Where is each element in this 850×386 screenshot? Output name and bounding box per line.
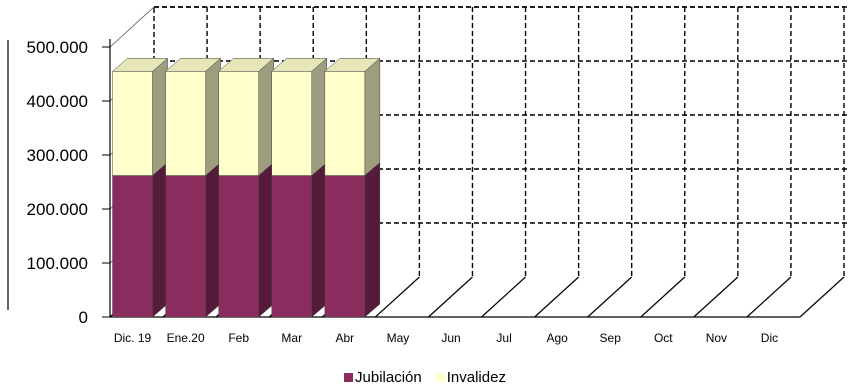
y-tick-label: 300.000 (27, 146, 88, 165)
x-tick-label: Jun (441, 331, 460, 345)
floor-depth-line (374, 276, 420, 318)
x-axis: Dic. 19 Ene.20 Feb Mar Abr May Jun Jul Ago Sep Oct… (114, 331, 778, 345)
bar-side-face (311, 161, 328, 318)
x-tick-label: Ago (546, 331, 568, 345)
y-tick-label: 500.000 (27, 38, 88, 57)
bar-segment-invalidez (218, 57, 275, 177)
bar-side-face (152, 57, 168, 177)
bar-front-face (324, 175, 366, 318)
bar-top-face (324, 58, 381, 72)
bar-top-face (164, 58, 222, 72)
bar-segment-jubilacion (271, 161, 328, 318)
x-tick-label: Abr (336, 331, 355, 345)
bar-segment-invalidez (111, 57, 169, 177)
bar-segment-invalidez (324, 57, 381, 177)
y-tick-label: 400.000 (27, 92, 88, 111)
floor-depth-line (799, 276, 845, 318)
y-tick-label: 100.000 (27, 254, 88, 273)
bar-side-face (364, 57, 381, 177)
floor-depth-line (534, 276, 580, 318)
bar-side-face (152, 161, 168, 318)
bars (111, 57, 381, 318)
bar-segment-invalidez (164, 57, 222, 177)
bar-segment-invalidez (271, 57, 328, 177)
floor-depth-line (428, 276, 473, 318)
bar-side-face (258, 57, 274, 177)
side-wall-depth-line (109, 6, 155, 48)
x-tick-label: Feb (228, 331, 249, 345)
y-axis: 0 100.000 200.000 300.000 400.000 500.000 (27, 38, 110, 327)
y-tick-label: 0 (79, 308, 88, 327)
bar-front-face (271, 175, 313, 318)
bar-top-face (271, 58, 328, 72)
bar-front-face (112, 175, 153, 318)
floor-depth-line (640, 276, 686, 318)
y-tick-label: 200.000 (27, 200, 88, 219)
bar-side-face (205, 161, 221, 318)
bar-top-face (111, 58, 169, 72)
bar-side-face (364, 161, 381, 318)
x-tick-label: Oct (654, 331, 673, 345)
legend: Jubilación Invalidez (0, 370, 850, 385)
floor-depth-line (693, 276, 739, 318)
bar-front-face (218, 175, 259, 318)
bar-segment-jubilacion (165, 161, 221, 318)
legend-swatch-invalidez (435, 373, 445, 382)
bar-segment-jubilacion (112, 161, 168, 318)
bar-front-face (165, 175, 206, 318)
x-tick-label: Dic. 19 (114, 331, 152, 345)
bar-side-face (258, 161, 274, 318)
floor-depth-line (746, 276, 792, 318)
bar-front-face (271, 71, 313, 176)
x-tick-label: Nov (706, 331, 727, 345)
x-tick-label: Jul (496, 331, 511, 345)
x-tick-label: Ene.20 (167, 331, 205, 345)
legend-swatch-jubilacion (344, 373, 354, 382)
legend-label-invalidez: Invalidez (446, 369, 506, 386)
x-tick-label: Dic (761, 331, 778, 345)
legend-item-jubilacion: Jubilación (344, 370, 422, 385)
x-tick-label: Mar (281, 331, 302, 345)
bar-segment-jubilacion (324, 161, 381, 318)
bar-top-face (218, 58, 275, 72)
bar-front-face (112, 71, 153, 176)
floor-depth-line (481, 276, 526, 318)
bar-side-face (205, 57, 221, 177)
legend-item-invalidez: Invalidez (435, 369, 506, 386)
bar-front-face (218, 71, 259, 176)
legend-label-jubilacion: Jubilación (355, 369, 422, 386)
x-tick-label: May (387, 331, 410, 345)
bar-front-face (324, 71, 366, 176)
floor-depth-line (587, 276, 633, 318)
x-tick-label: Sep (600, 331, 622, 345)
bar-front-face (165, 71, 206, 176)
bar-side-face (311, 57, 328, 177)
bar-segment-jubilacion (218, 161, 274, 318)
